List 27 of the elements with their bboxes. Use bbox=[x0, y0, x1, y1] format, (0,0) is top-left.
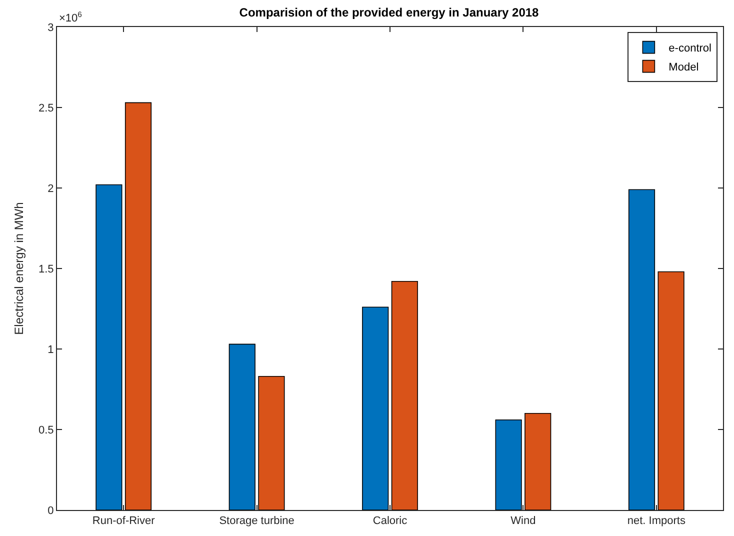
y-tick-label: 0.5 bbox=[38, 424, 54, 436]
bar bbox=[524, 413, 552, 510]
bar bbox=[96, 184, 122, 510]
bar bbox=[258, 376, 285, 510]
y-tick-label: 3 bbox=[48, 22, 54, 34]
bar bbox=[362, 306, 389, 510]
y-tick-label: 0 bbox=[48, 504, 54, 517]
bar bbox=[228, 344, 256, 510]
y-axis-title: Electrical energy in MWh bbox=[12, 202, 26, 335]
x-tick-label: Storage turbine bbox=[219, 515, 294, 528]
y-tick-label: 1 bbox=[48, 344, 54, 356]
bar bbox=[628, 189, 656, 510]
bar bbox=[391, 280, 418, 510]
legend-label: e-control bbox=[668, 42, 712, 55]
legend-label: Model bbox=[668, 62, 699, 74]
x-tick-label: Run-of-River bbox=[92, 515, 156, 528]
chart-title: Comparision of the provided energy in January 2018 bbox=[239, 5, 540, 20]
y-tick-label: 1.5 bbox=[38, 263, 54, 276]
y-tick-label: 2.5 bbox=[38, 102, 54, 114]
x-tick-label: Wind bbox=[510, 515, 536, 528]
bar bbox=[124, 102, 152, 510]
y-tick-label: 2 bbox=[48, 182, 54, 195]
x-tick-label: Caloric bbox=[372, 515, 408, 528]
bar bbox=[495, 419, 522, 510]
x-tick-label: net. Imports bbox=[627, 515, 686, 528]
text: ×10$^{6}$ bbox=[59, 10, 82, 25]
bar bbox=[658, 271, 684, 510]
